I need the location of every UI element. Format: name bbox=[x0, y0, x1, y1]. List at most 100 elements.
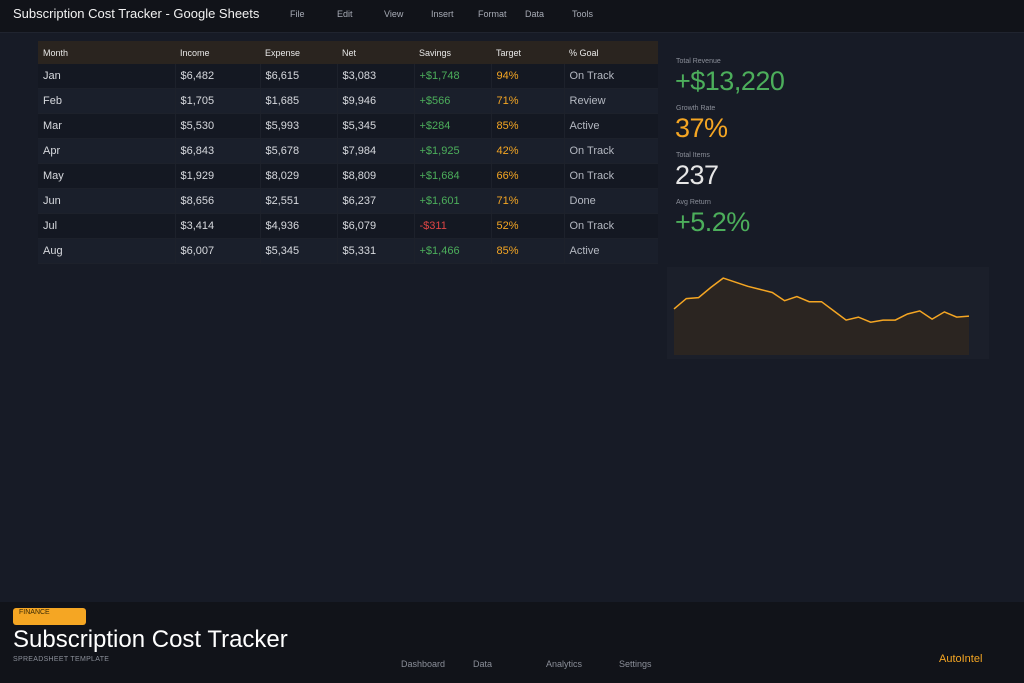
kpi-value-avg-return: +5.2% bbox=[675, 207, 750, 237]
footer-subtitle: SPREADSHEET TEMPLATE bbox=[13, 656, 110, 663]
column-header-income[interactable]: Income bbox=[175, 41, 260, 64]
cell-net[interactable]: $8,809 bbox=[337, 163, 415, 189]
table-row[interactable]: Aug $6,007 $5,345 $5,331 +$1,466 85% Act… bbox=[38, 238, 658, 264]
cell-net[interactable]: $5,331 bbox=[337, 238, 415, 264]
footer-banner: FINANCE Subscription Cost Tracker SPREAD… bbox=[0, 602, 1024, 683]
cell-savings[interactable]: +$284 bbox=[414, 113, 492, 139]
cell-savings[interactable]: +$1,748 bbox=[414, 64, 492, 89]
table-row[interactable]: Apr $6,843 $5,678 $7,984 +$1,925 42% On … bbox=[38, 138, 658, 164]
cell-month[interactable]: Jul bbox=[38, 213, 176, 239]
menu-tools[interactable]: Tools bbox=[572, 9, 594, 19]
kpi-label-total-revenue: Total Revenue bbox=[676, 58, 721, 65]
cell-month[interactable]: Feb bbox=[38, 88, 176, 114]
sparkline-line bbox=[673, 277, 970, 323]
cell-target[interactable]: 85% bbox=[491, 238, 565, 264]
footer-nav-settings[interactable]: Settings bbox=[619, 659, 652, 669]
cell-expense[interactable]: $4,936 bbox=[260, 213, 338, 239]
cell-income[interactable]: $8,656 bbox=[175, 188, 261, 214]
category-badge: FINANCE bbox=[13, 608, 86, 625]
cell-goal-status[interactable]: Done bbox=[564, 188, 658, 214]
cell-target[interactable]: 71% bbox=[491, 88, 565, 114]
cell-net[interactable]: $9,946 bbox=[337, 88, 415, 114]
table-row[interactable]: Jun $8,656 $2,551 $6,237 +$1,601 71% Don… bbox=[38, 188, 658, 214]
column-header-net[interactable]: Net bbox=[337, 41, 414, 64]
cell-expense[interactable]: $2,551 bbox=[260, 188, 338, 214]
cell-goal-status[interactable]: On Track bbox=[564, 138, 658, 164]
column-header-savings[interactable]: Savings bbox=[414, 41, 491, 64]
sparkline-panel bbox=[667, 267, 989, 359]
cell-expense[interactable]: $6,615 bbox=[260, 64, 338, 89]
footer-nav-data[interactable]: Data bbox=[473, 659, 493, 669]
menu-data[interactable]: Data bbox=[525, 9, 545, 19]
cell-income[interactable]: $6,482 bbox=[175, 64, 261, 89]
column-header-month[interactable]: Month bbox=[38, 41, 175, 64]
column-header-goal[interactable]: % Goal bbox=[564, 41, 658, 64]
menu-view[interactable]: View bbox=[384, 9, 404, 19]
cell-income[interactable]: $5,530 bbox=[175, 113, 261, 139]
cell-net[interactable]: $7,984 bbox=[337, 138, 415, 164]
table-row[interactable]: May $1,929 $8,029 $8,809 +$1,684 66% On … bbox=[38, 163, 658, 189]
cell-net[interactable]: $3,083 bbox=[337, 64, 415, 89]
cell-target[interactable]: 94% bbox=[491, 64, 565, 89]
kpi-label-avg-return: Avg Return bbox=[676, 199, 711, 206]
cell-month[interactable]: Aug bbox=[38, 238, 176, 264]
cell-savings[interactable]: +$566 bbox=[414, 88, 492, 114]
window-title: Subscription Cost Tracker - Google Sheet… bbox=[13, 6, 260, 21]
cell-income[interactable]: $1,705 bbox=[175, 88, 261, 114]
kpi-label-growth-rate: Growth Rate bbox=[676, 105, 716, 112]
table-row[interactable]: Feb $1,705 $1,685 $9,946 +$566 71% Revie… bbox=[38, 88, 658, 114]
cell-month[interactable]: Mar bbox=[38, 113, 176, 139]
sparkline-chart bbox=[673, 277, 970, 355]
cell-expense[interactable]: $5,678 bbox=[260, 138, 338, 164]
table-row[interactable]: Mar $5,530 $5,993 $5,345 +$284 85% Activ… bbox=[38, 113, 658, 139]
cell-expense[interactable]: $1,685 bbox=[260, 88, 338, 114]
cell-month[interactable]: Jun bbox=[38, 188, 176, 214]
cell-net[interactable]: $6,237 bbox=[337, 188, 415, 214]
cell-savings[interactable]: +$1,684 bbox=[414, 163, 492, 189]
cell-income[interactable]: $6,843 bbox=[175, 138, 261, 164]
cell-expense[interactable]: $5,993 bbox=[260, 113, 338, 139]
cell-savings[interactable]: +$1,925 bbox=[414, 138, 492, 164]
cell-expense[interactable]: $5,345 bbox=[260, 238, 338, 264]
footer-nav-dashboard[interactable]: Dashboard bbox=[401, 659, 446, 669]
menu-file[interactable]: File bbox=[290, 9, 305, 19]
cell-month[interactable]: Apr bbox=[38, 138, 176, 164]
cell-income[interactable]: $1,929 bbox=[175, 163, 261, 189]
cell-goal-status[interactable]: Active bbox=[564, 238, 658, 264]
cell-target[interactable]: 42% bbox=[491, 138, 565, 164]
cell-month[interactable]: May bbox=[38, 163, 176, 189]
title-bar: Subscription Cost Tracker - Google Sheet… bbox=[0, 0, 1024, 33]
cell-goal-status[interactable]: Review bbox=[564, 88, 658, 114]
cell-target[interactable]: 71% bbox=[491, 188, 565, 214]
cell-goal-status[interactable]: On Track bbox=[564, 213, 658, 239]
column-header-target[interactable]: Target bbox=[491, 41, 564, 64]
cell-savings[interactable]: +$1,466 bbox=[414, 238, 492, 264]
cell-target[interactable]: 66% bbox=[491, 163, 565, 189]
cell-net[interactable]: $5,345 bbox=[337, 113, 415, 139]
cell-income[interactable]: $3,414 bbox=[175, 213, 261, 239]
cell-target[interactable]: 85% bbox=[491, 113, 565, 139]
cell-savings[interactable]: +$1,601 bbox=[414, 188, 492, 214]
table-row[interactable]: Jul $3,414 $4,936 $6,079 -$311 52% On Tr… bbox=[38, 213, 658, 239]
cell-target[interactable]: 52% bbox=[491, 213, 565, 239]
cell-expense[interactable]: $8,029 bbox=[260, 163, 338, 189]
menu-edit[interactable]: Edit bbox=[337, 9, 353, 19]
cell-net[interactable]: $6,079 bbox=[337, 213, 415, 239]
cell-month[interactable]: Jan bbox=[38, 64, 176, 89]
kpi-value-total-items: 237 bbox=[675, 160, 719, 190]
kpi-value-growth-rate: 37% bbox=[675, 113, 728, 143]
cell-goal-status[interactable]: On Track bbox=[564, 64, 658, 89]
footer-nav-analytics[interactable]: Analytics bbox=[546, 659, 583, 669]
brand-logo: AutoIntel bbox=[939, 653, 983, 665]
menu-insert[interactable]: Insert bbox=[431, 9, 454, 19]
table-row[interactable]: Jan $6,482 $6,615 $3,083 +$1,748 94% On … bbox=[38, 64, 658, 89]
table-header-row: Month Income Expense Net Savings Target … bbox=[38, 41, 658, 64]
cell-goal-status[interactable]: On Track bbox=[564, 163, 658, 189]
column-header-expense[interactable]: Expense bbox=[260, 41, 337, 64]
menu-format[interactable]: Format bbox=[478, 9, 507, 19]
kpi-value-total-revenue: +$13,220 bbox=[675, 66, 785, 96]
cell-income[interactable]: $6,007 bbox=[175, 238, 261, 264]
sparkline-area bbox=[674, 278, 969, 355]
cell-savings[interactable]: -$311 bbox=[414, 213, 492, 239]
cell-goal-status[interactable]: Active bbox=[564, 113, 658, 139]
